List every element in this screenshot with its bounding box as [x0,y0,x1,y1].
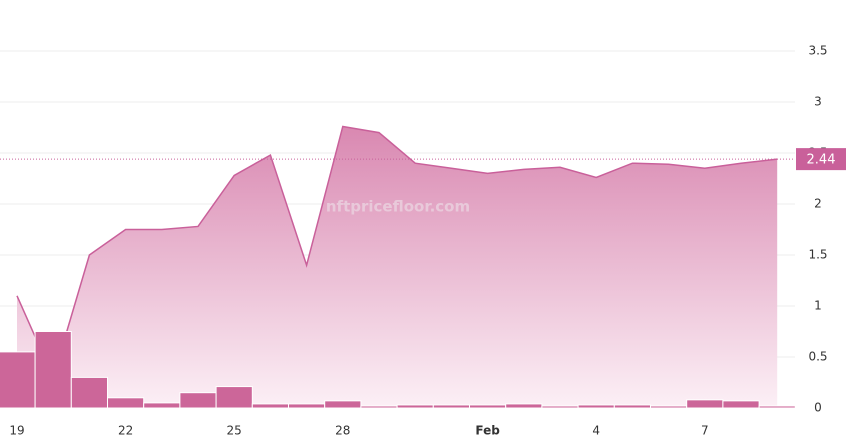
current-value-label: 2.44 [807,153,836,168]
x-tick-label: 4 [592,424,600,438]
x-tick-label: 25 [227,424,242,438]
x-tick-label: 19 [9,424,24,438]
y-tick-label: 0.5 [808,350,827,364]
volume-bar [215,386,253,409]
volume-bar [686,399,724,409]
volume-bar [722,400,760,409]
volume-bar [34,331,72,409]
y-tick-label: 3.5 [808,44,827,58]
x-tick-label: 7 [701,424,709,438]
volume-bar [107,397,145,409]
volume-bar [469,404,507,409]
volume-bar [179,392,217,409]
x-tick-label: 22 [118,424,133,438]
x-tick-label: Feb [475,424,500,438]
area [17,126,778,408]
current-value-tag [796,148,846,171]
volume-bar [758,405,796,409]
y-tick-label: 1 [814,299,822,313]
volume-bar [396,404,434,409]
volume-bar [650,405,688,409]
y-tick-label: 3 [814,95,822,109]
volume-bar [577,404,615,409]
volume-bar [143,402,181,409]
y-tick-label: 2 [814,197,822,211]
volume-bar [324,400,362,409]
volume-bar [541,405,579,409]
watermark: nftpricefloor.com [326,198,470,216]
volume-bar [360,405,398,409]
volume-bar [251,403,290,409]
volume-bar [0,351,36,409]
price-line [16,125,778,380]
volume-bar [288,403,326,409]
x-tick-label: 28 [335,424,350,438]
y-tick-label: 0 [814,401,822,415]
volume-bar [432,404,470,409]
volume-bar [70,376,109,409]
volume-bar [613,404,651,409]
y-tick-label: 1.5 [808,248,827,262]
volume-bar [505,403,543,409]
